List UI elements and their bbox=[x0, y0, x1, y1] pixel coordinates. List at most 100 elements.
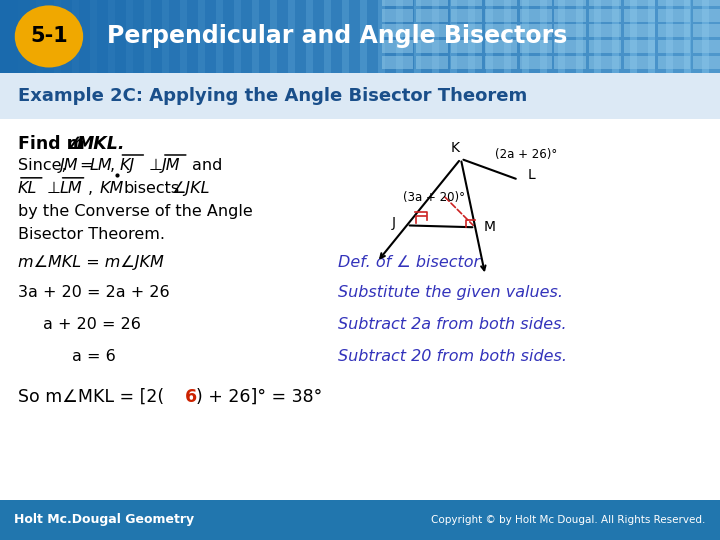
FancyBboxPatch shape bbox=[684, 0, 709, 73]
Text: KJ: KJ bbox=[120, 158, 135, 173]
FancyBboxPatch shape bbox=[658, 56, 690, 69]
Text: m∠MKL = m∠JKM: m∠MKL = m∠JKM bbox=[18, 255, 163, 270]
FancyBboxPatch shape bbox=[693, 0, 720, 6]
FancyBboxPatch shape bbox=[342, 0, 367, 73]
FancyBboxPatch shape bbox=[486, 0, 511, 73]
Text: 6: 6 bbox=[185, 388, 197, 406]
Ellipse shape bbox=[14, 5, 84, 68]
FancyBboxPatch shape bbox=[554, 24, 586, 37]
FancyBboxPatch shape bbox=[416, 40, 448, 53]
FancyBboxPatch shape bbox=[624, 9, 655, 22]
FancyBboxPatch shape bbox=[416, 56, 448, 69]
FancyBboxPatch shape bbox=[198, 0, 223, 73]
Text: Bisector Theorem.: Bisector Theorem. bbox=[18, 227, 165, 242]
FancyBboxPatch shape bbox=[485, 40, 517, 53]
FancyBboxPatch shape bbox=[554, 0, 586, 6]
FancyBboxPatch shape bbox=[324, 0, 349, 73]
FancyBboxPatch shape bbox=[666, 0, 691, 73]
FancyBboxPatch shape bbox=[504, 0, 529, 73]
FancyBboxPatch shape bbox=[589, 56, 621, 69]
FancyBboxPatch shape bbox=[589, 0, 621, 6]
Text: Since,: Since, bbox=[18, 158, 67, 173]
FancyBboxPatch shape bbox=[306, 0, 331, 73]
FancyBboxPatch shape bbox=[594, 0, 619, 73]
Text: Holt Mc.Dougal Geometry: Holt Mc.Dougal Geometry bbox=[14, 513, 194, 526]
Text: (2a + 26)°: (2a + 26)° bbox=[495, 148, 557, 161]
FancyBboxPatch shape bbox=[432, 0, 457, 73]
Text: by the Converse of the Angle: by the Converse of the Angle bbox=[18, 204, 253, 219]
Text: M: M bbox=[484, 220, 495, 234]
FancyBboxPatch shape bbox=[108, 0, 133, 73]
FancyBboxPatch shape bbox=[0, 500, 720, 540]
Text: and: and bbox=[192, 158, 222, 173]
FancyBboxPatch shape bbox=[624, 24, 655, 37]
Text: Def. of ∠ bisector: Def. of ∠ bisector bbox=[338, 255, 480, 270]
FancyBboxPatch shape bbox=[522, 0, 547, 73]
FancyBboxPatch shape bbox=[451, 0, 482, 6]
FancyBboxPatch shape bbox=[624, 40, 655, 53]
Text: JM: JM bbox=[60, 158, 78, 173]
FancyBboxPatch shape bbox=[382, 56, 413, 69]
Text: Find m: Find m bbox=[18, 134, 85, 152]
Text: LM: LM bbox=[60, 180, 82, 195]
FancyBboxPatch shape bbox=[451, 40, 482, 53]
FancyBboxPatch shape bbox=[416, 24, 448, 37]
FancyBboxPatch shape bbox=[693, 24, 720, 37]
FancyBboxPatch shape bbox=[693, 9, 720, 22]
Text: MKL.: MKL. bbox=[77, 134, 125, 152]
FancyBboxPatch shape bbox=[658, 0, 690, 6]
FancyBboxPatch shape bbox=[520, 40, 552, 53]
FancyBboxPatch shape bbox=[0, 0, 720, 73]
Text: Copyright © by Holt Mc Dougal. All Rights Reserved.: Copyright © by Holt Mc Dougal. All Right… bbox=[431, 515, 706, 525]
FancyBboxPatch shape bbox=[658, 9, 690, 22]
Text: Example 2C: Applying the Angle Bisector Theorem: Example 2C: Applying the Angle Bisector … bbox=[18, 87, 527, 105]
FancyBboxPatch shape bbox=[693, 56, 720, 69]
FancyBboxPatch shape bbox=[485, 9, 517, 22]
FancyBboxPatch shape bbox=[540, 0, 565, 73]
Text: J: J bbox=[392, 215, 396, 230]
Text: 3a + 20 = 2a + 26: 3a + 20 = 2a + 26 bbox=[18, 285, 170, 300]
FancyBboxPatch shape bbox=[360, 0, 385, 73]
FancyBboxPatch shape bbox=[485, 0, 517, 6]
FancyBboxPatch shape bbox=[658, 40, 690, 53]
FancyBboxPatch shape bbox=[693, 40, 720, 53]
FancyBboxPatch shape bbox=[589, 9, 621, 22]
Text: Subtract 2a from both sides.: Subtract 2a from both sides. bbox=[338, 317, 567, 332]
FancyBboxPatch shape bbox=[378, 0, 403, 73]
Text: KL: KL bbox=[18, 180, 37, 195]
Text: a = 6: a = 6 bbox=[72, 349, 116, 364]
FancyBboxPatch shape bbox=[576, 0, 601, 73]
FancyBboxPatch shape bbox=[126, 0, 151, 73]
FancyBboxPatch shape bbox=[612, 0, 637, 73]
FancyBboxPatch shape bbox=[382, 0, 413, 6]
FancyBboxPatch shape bbox=[630, 0, 655, 73]
FancyBboxPatch shape bbox=[520, 0, 552, 6]
FancyBboxPatch shape bbox=[554, 56, 586, 69]
Text: ∠: ∠ bbox=[67, 134, 83, 152]
FancyBboxPatch shape bbox=[234, 0, 259, 73]
FancyBboxPatch shape bbox=[589, 24, 621, 37]
FancyBboxPatch shape bbox=[624, 0, 655, 6]
FancyBboxPatch shape bbox=[252, 0, 277, 73]
Text: KM: KM bbox=[99, 180, 124, 195]
FancyBboxPatch shape bbox=[451, 56, 482, 69]
Text: 5-1: 5-1 bbox=[30, 26, 68, 46]
Text: ∠JKL: ∠JKL bbox=[171, 180, 210, 195]
FancyBboxPatch shape bbox=[0, 73, 720, 119]
FancyBboxPatch shape bbox=[468, 0, 493, 73]
FancyBboxPatch shape bbox=[382, 9, 413, 22]
Text: K: K bbox=[451, 141, 459, 155]
Text: a + 20 = 26: a + 20 = 26 bbox=[43, 317, 141, 332]
FancyBboxPatch shape bbox=[180, 0, 205, 73]
FancyBboxPatch shape bbox=[485, 56, 517, 69]
FancyBboxPatch shape bbox=[451, 24, 482, 37]
Text: ,: , bbox=[110, 158, 115, 173]
FancyBboxPatch shape bbox=[396, 0, 421, 73]
FancyBboxPatch shape bbox=[382, 40, 413, 53]
Text: ⊥: ⊥ bbox=[47, 180, 60, 195]
Text: Perpendicular and Angle Bisectors: Perpendicular and Angle Bisectors bbox=[107, 24, 567, 49]
Text: LM: LM bbox=[90, 158, 112, 173]
FancyBboxPatch shape bbox=[162, 0, 187, 73]
Text: ⊥: ⊥ bbox=[149, 158, 163, 173]
FancyBboxPatch shape bbox=[624, 56, 655, 69]
